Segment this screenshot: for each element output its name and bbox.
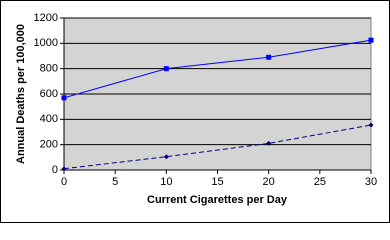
series-line: [63, 39, 372, 99]
y-tick-label: 200: [40, 139, 58, 151]
chart: Current Cigarettes per Day Annual Deaths…: [0, 0, 390, 223]
marker: [61, 95, 67, 101]
marker: [368, 122, 374, 128]
x-tick-label: 25: [314, 176, 326, 188]
y-tick-label: 1000: [34, 37, 58, 49]
x-tick-label: 30: [365, 176, 377, 188]
marker: [266, 54, 272, 60]
x-tick-label: 20: [263, 176, 275, 188]
marker: [61, 166, 67, 172]
y-tick-label: 1200: [34, 12, 58, 24]
x-axis-title: Current Cigarettes per Day: [147, 194, 288, 206]
marker: [266, 140, 272, 146]
y-axis-title: Annual Deaths per 100,000: [15, 24, 27, 164]
x-tick-label: 0: [61, 176, 67, 188]
x-tick-label: 5: [112, 176, 118, 188]
y-tick-label: 800: [40, 63, 58, 75]
x-tick-label: 15: [211, 176, 223, 188]
x-tick-label: 10: [160, 176, 172, 188]
y-tick-label: 400: [40, 113, 58, 125]
series-line: [63, 124, 372, 170]
marker: [163, 66, 169, 72]
marker: [163, 154, 169, 160]
marker: [368, 37, 374, 43]
y-tick-label: 600: [40, 88, 58, 100]
y-tick-label: 0: [52, 164, 58, 176]
